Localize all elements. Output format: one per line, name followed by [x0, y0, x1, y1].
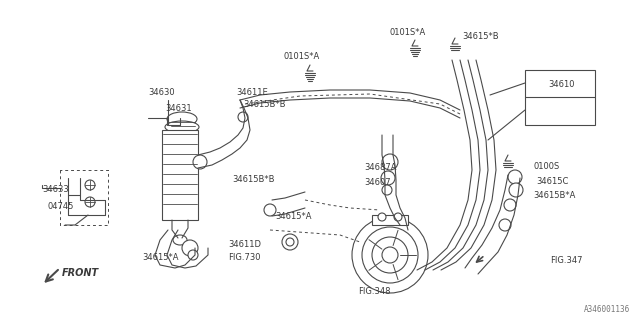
Text: FIG.347: FIG.347: [550, 256, 582, 265]
Circle shape: [85, 197, 95, 207]
Circle shape: [188, 250, 198, 260]
Text: 34615*A: 34615*A: [275, 212, 312, 221]
Bar: [372, 215, 408, 225]
Circle shape: [193, 155, 207, 169]
Circle shape: [182, 240, 198, 256]
Circle shape: [362, 227, 418, 283]
Bar: [162, 130, 198, 220]
Text: A346001136: A346001136: [584, 305, 630, 314]
Text: 34615B*A: 34615B*A: [533, 191, 575, 200]
Text: 34615B*B: 34615B*B: [232, 175, 275, 184]
Circle shape: [508, 170, 522, 184]
Text: 34633: 34633: [42, 185, 68, 194]
Text: 0100S: 0100S: [533, 162, 559, 171]
Text: 34630: 34630: [148, 88, 175, 97]
Ellipse shape: [165, 121, 199, 133]
Text: 34615*A: 34615*A: [142, 253, 179, 262]
Text: 34610: 34610: [548, 80, 575, 89]
Text: 34607: 34607: [364, 178, 390, 187]
Text: 34615*B: 34615*B: [462, 32, 499, 41]
Text: FIG.348: FIG.348: [358, 287, 390, 296]
Ellipse shape: [173, 235, 187, 245]
Text: 34611E: 34611E: [236, 88, 268, 97]
Circle shape: [264, 204, 276, 216]
Circle shape: [286, 238, 294, 246]
Circle shape: [85, 180, 95, 190]
Text: 04745: 04745: [47, 202, 74, 211]
Text: 34611D: 34611D: [228, 240, 261, 249]
Text: 0101S*A: 0101S*A: [284, 52, 320, 61]
Ellipse shape: [167, 112, 197, 126]
Circle shape: [504, 199, 516, 211]
Circle shape: [372, 237, 408, 273]
Circle shape: [238, 112, 248, 122]
Text: FIG.730: FIG.730: [228, 253, 260, 262]
Text: 0101S*A: 0101S*A: [390, 28, 426, 37]
Circle shape: [382, 154, 398, 170]
Circle shape: [394, 213, 402, 221]
Text: 34687A: 34687A: [364, 163, 397, 172]
Circle shape: [282, 234, 298, 250]
Text: FRONT: FRONT: [62, 268, 99, 278]
Circle shape: [381, 171, 395, 185]
Circle shape: [499, 219, 511, 231]
Circle shape: [509, 183, 523, 197]
Text: 34615B*B: 34615B*B: [243, 100, 285, 109]
Text: 34631: 34631: [165, 104, 191, 113]
Bar: [525, 70, 595, 125]
Text: 34615C: 34615C: [536, 177, 568, 186]
Circle shape: [352, 217, 428, 293]
Circle shape: [382, 185, 392, 195]
Circle shape: [382, 247, 398, 263]
Circle shape: [378, 213, 386, 221]
